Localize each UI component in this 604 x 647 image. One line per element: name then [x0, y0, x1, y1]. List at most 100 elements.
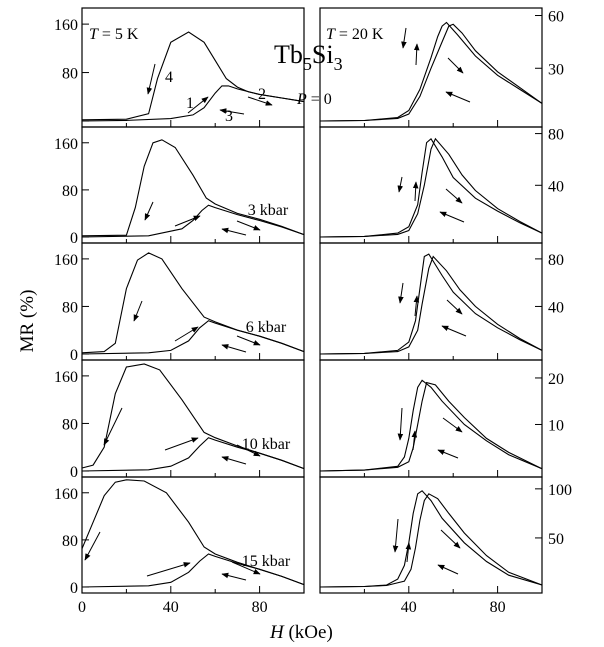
y-tick-label: 20 [548, 371, 564, 388]
panel-right-3: 40 80 [319, 242, 564, 361]
y-tick-label: 100 [548, 482, 572, 499]
y-tick-label: 0 [70, 347, 78, 364]
sweep-arrow [146, 562, 191, 577]
sweep-arrow [442, 417, 463, 433]
y-tick-label: 160 [54, 136, 78, 153]
mr-curve-2 [81, 204, 305, 238]
mr-curve-2 [319, 137, 543, 238]
temperature-right-label: T = 20 K [326, 26, 384, 43]
mr-curve-1 [319, 490, 543, 588]
mr-curve-2 [319, 493, 543, 588]
y-tick-label: 50 [548, 531, 564, 548]
sweep-arrow [440, 529, 461, 549]
y-tick-label: 60 [548, 9, 564, 26]
x-axis-label: H (kOe) [269, 622, 333, 643]
y-tick-label: 160 [54, 486, 78, 503]
mr-curve-2 [81, 553, 305, 588]
sweep-arrow [445, 91, 471, 103]
sweep-arrow [439, 211, 465, 223]
mr-curve-1 [319, 253, 543, 355]
sweep-arrow [146, 63, 156, 95]
sweep-arrow [187, 96, 209, 114]
y-tick-label: 80 [548, 252, 564, 269]
x-tick-label: 80 [252, 599, 268, 616]
temperature-left-label: T = 5 K [89, 26, 139, 43]
panel-frame [81, 126, 305, 244]
mr-curve-1 [319, 21, 543, 122]
pressure-label: 3 kbar [248, 202, 289, 219]
pressure-label: 15 kbar [242, 553, 291, 570]
panel-left-5: 0 80 160 [54, 476, 305, 597]
y-tick-label: 40 [548, 178, 564, 195]
sweep-arrow [174, 326, 199, 342]
mr-curve-1 [319, 137, 543, 238]
panel-frame [81, 359, 305, 478]
sweep-arrow [231, 561, 261, 575]
x-tick-label: 0 [78, 599, 86, 616]
y-tick-label: 80 [62, 66, 78, 83]
sweep-arrow [401, 27, 407, 49]
sweep-arrow [236, 335, 261, 346]
sweep-arrow [397, 407, 404, 441]
y-tick-label: 80 [548, 127, 564, 144]
pressure-label: 10 kbar [242, 436, 291, 453]
pressure-label: 6 kbar [246, 319, 287, 336]
mr-curve-2 [319, 381, 543, 472]
sweep-arrow [174, 215, 201, 227]
mr-curve-2 [81, 320, 305, 355]
sweep-arrow [236, 444, 261, 457]
y-tick-label: 80 [62, 416, 78, 433]
sweep-arrow [103, 407, 123, 446]
sweep-arrow [392, 518, 399, 553]
y-tick-label: 10 [548, 417, 564, 434]
sweep-arrow [221, 344, 247, 353]
panel-frame [81, 476, 305, 594]
y-tick-label: 160 [54, 369, 78, 386]
sweep-arrow [221, 227, 247, 236]
x-tick-label: 80 [490, 599, 506, 616]
branch-label-2: 2 [258, 86, 266, 103]
panel-right-4: 10 20 [319, 359, 564, 478]
sweep-arrow [236, 220, 261, 231]
panel-right-1: 30 60 [319, 7, 564, 128]
panel-right-5: 50 100 [319, 476, 572, 594]
x-tick-label: 40 [401, 599, 417, 616]
y-tick-label: 80 [62, 533, 78, 550]
sweep-arrow [447, 57, 464, 74]
panel-left-4: 0 80 160 [54, 359, 305, 481]
sweep-arrow [405, 542, 412, 563]
panel-left-3: 0 80 160 [54, 242, 305, 364]
sweep-arrow [441, 325, 467, 337]
y-tick-label: 0 [70, 230, 78, 247]
branch-label-3: 3 [225, 108, 233, 125]
y-tick-label: 30 [548, 61, 564, 78]
sweep-arrow [164, 437, 199, 451]
panel-left-2: 0 80 160 [54, 126, 305, 247]
compound-title: Tb5Si3 [274, 40, 343, 74]
mr-curve-2 [81, 85, 305, 122]
y-tick-label: 160 [54, 252, 78, 269]
panel-right-2: 40 80 [319, 126, 564, 244]
x-tick-label: 40 [163, 599, 179, 616]
pressure-zero-label: P = 0 [296, 91, 332, 108]
panel-frame [319, 359, 543, 478]
sweep-arrow [413, 43, 420, 66]
sweep-arrow [446, 299, 463, 315]
sweep-arrow [411, 430, 418, 451]
y-tick-label: 0 [70, 580, 78, 597]
panel-frame [319, 126, 543, 244]
sweep-arrow [398, 282, 404, 304]
sweep-arrow [247, 96, 273, 106]
sweep-arrow [144, 201, 154, 221]
panel-frame [319, 476, 543, 594]
sweep-arrow [84, 531, 101, 561]
sweep-arrow [412, 181, 419, 202]
sweep-arrow [221, 572, 247, 581]
branch-label-1: 1 [186, 95, 194, 112]
panel-frame [319, 242, 543, 361]
mr-curve-1 [81, 139, 305, 237]
sweep-arrow [413, 295, 420, 317]
mr-curve-2 [319, 255, 543, 355]
sweep-arrow [437, 564, 459, 575]
